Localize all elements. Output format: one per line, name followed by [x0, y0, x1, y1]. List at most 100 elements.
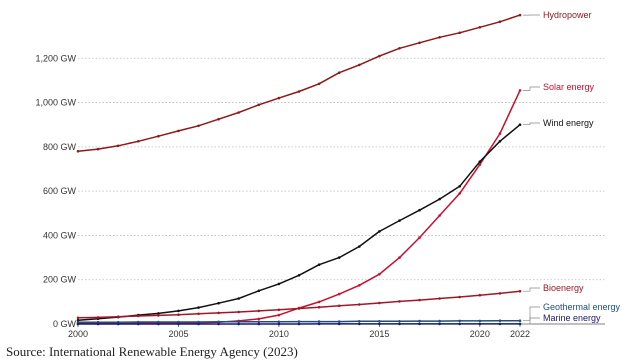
point-hydropower-2004 [157, 134, 160, 138]
y-tick-label-800: 800 GW [43, 142, 77, 152]
point-marine-energy-2017 [418, 322, 421, 326]
point-solar-energy-2021 [498, 132, 502, 135]
point-geothermal-energy-2003 [137, 320, 140, 324]
point-marine-energy-2015 [378, 322, 381, 326]
point-wind-energy-2015 [378, 230, 381, 233]
point-wind-energy-2022 [518, 123, 522, 126]
point-wind-energy-2018 [438, 197, 441, 201]
point-geothermal-energy-2006 [197, 320, 200, 324]
point-bioenergy-2021 [498, 292, 502, 295]
point-geothermal-energy-2001 [96, 320, 100, 324]
point-marine-energy-2018 [438, 322, 441, 326]
point-marine-energy-2009 [257, 322, 261, 326]
point-hydropower-2007 [217, 117, 220, 121]
point-marine-energy-2021 [498, 322, 502, 326]
point-bioenergy-2004 [157, 314, 160, 317]
point-geothermal-energy-2013 [337, 320, 341, 323]
point-solar-energy-2013 [337, 292, 341, 296]
series-line-wind-energy [77, 124, 521, 321]
point-geothermal-energy-2004 [157, 320, 160, 324]
leader-line-bioenergy [523, 287, 540, 292]
point-bioenergy-2010 [277, 308, 281, 312]
point-geothermal-energy-2002 [116, 320, 120, 324]
point-bioenergy-2016 [398, 300, 401, 303]
x-tick-label-2010: 2010 [269, 329, 289, 339]
point-bioenergy-2011 [297, 307, 301, 310]
point-wind-energy-2016 [398, 219, 401, 222]
point-wind-energy-2005 [177, 309, 180, 313]
point-hydropower-2012 [317, 82, 321, 86]
point-geothermal-energy-2017 [418, 319, 421, 323]
point-bioenergy-2006 [197, 312, 200, 316]
point-bioenergy-2001 [96, 316, 100, 319]
y-tick-label-400: 400 GW [43, 230, 77, 240]
point-wind-energy-2010 [277, 282, 281, 286]
point-hydropower-2017 [418, 41, 421, 45]
y-tick-label-1000: 1,000 GW [35, 98, 76, 108]
point-bioenergy-2005 [177, 313, 180, 317]
x-tick-label-2005: 2005 [168, 329, 188, 339]
x-tick-label-2022: 2022 [510, 329, 530, 339]
point-marine-energy-2011 [297, 322, 301, 326]
point-marine-energy-2022 [518, 322, 522, 326]
point-hydropower-2019 [458, 31, 462, 35]
point-marine-energy-2014 [358, 322, 361, 326]
point-wind-energy-2017 [418, 208, 421, 212]
point-solar-energy-2009 [257, 317, 261, 321]
y-tick-label-600: 600 GW [43, 186, 77, 196]
point-hydropower-2009 [257, 103, 261, 107]
y-tick-label-200: 200 GW [43, 275, 77, 285]
point-hydropower-2002 [116, 144, 120, 148]
point-marine-energy-2000 [76, 322, 80, 326]
point-bioenergy-2008 [237, 310, 240, 314]
point-wind-energy-2013 [337, 256, 341, 259]
point-geothermal-energy-2012 [317, 320, 321, 323]
point-bioenergy-2015 [378, 301, 381, 305]
point-bioenergy-2012 [317, 305, 321, 309]
point-wind-energy-2008 [237, 297, 240, 300]
point-hydropower-2000 [76, 150, 80, 153]
point-geothermal-energy-2007 [217, 320, 220, 324]
series-line-bioenergy [77, 290, 521, 319]
point-marine-energy-2010 [277, 322, 281, 326]
point-bioenergy-2017 [418, 298, 421, 302]
point-marine-energy-2020 [478, 322, 482, 326]
point-solar-energy-2014 [358, 284, 361, 287]
point-marine-energy-2008 [237, 322, 240, 326]
point-hydropower-2010 [277, 96, 281, 100]
point-marine-energy-2002 [116, 322, 120, 326]
point-marine-energy-2007 [217, 322, 220, 326]
series-label-wind-energy: Wind energy [543, 118, 594, 128]
point-hydropower-2011 [297, 90, 301, 93]
point-hydropower-2020 [478, 26, 482, 29]
point-marine-energy-2001 [96, 322, 100, 326]
y-tick-label-1200: 1,200 GW [35, 53, 76, 63]
point-marine-energy-2003 [137, 322, 140, 326]
point-bioenergy-2014 [358, 303, 361, 306]
point-solar-energy-2020 [478, 163, 482, 166]
point-bioenergy-2018 [438, 297, 441, 300]
point-geothermal-energy-2000 [76, 320, 80, 324]
point-solar-energy-2010 [277, 313, 281, 317]
point-geothermal-energy-2014 [358, 320, 361, 323]
point-wind-energy-2014 [358, 245, 361, 248]
point-marine-energy-2012 [317, 322, 321, 326]
point-bioenergy-2020 [478, 293, 482, 297]
gridlines [78, 57, 605, 325]
point-solar-energy-2022 [518, 89, 522, 92]
x-tick-label-2015: 2015 [369, 329, 389, 339]
point-hydropower-2021 [498, 20, 502, 24]
point-marine-energy-2016 [398, 322, 401, 326]
point-marine-energy-2004 [157, 322, 160, 326]
point-geothermal-energy-2015 [378, 320, 381, 323]
point-bioenergy-2002 [116, 315, 120, 319]
point-wind-energy-2021 [498, 140, 502, 143]
series-labels: Hydropower Solar energy Wind energy Bioener… [523, 10, 621, 325]
point-solar-energy-2019 [458, 192, 462, 195]
point-hydropower-2006 [197, 124, 200, 128]
series-label-geothermal-energy: Geothermal energy [543, 302, 621, 312]
point-geothermal-energy-2011 [297, 320, 301, 323]
point-wind-energy-2004 [157, 312, 160, 315]
point-bioenergy-2022 [518, 289, 522, 293]
point-hydropower-2013 [337, 71, 341, 74]
